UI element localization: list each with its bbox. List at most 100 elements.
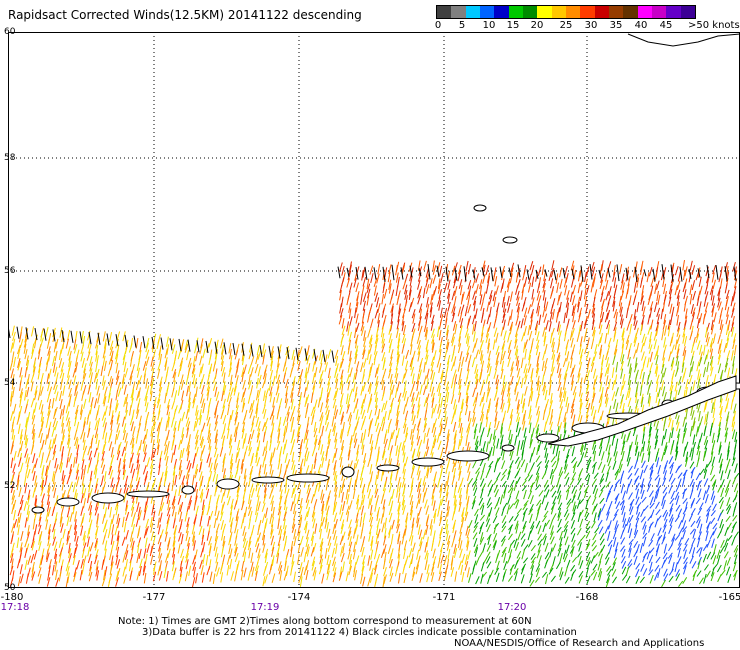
wind-barb: [81, 475, 85, 486]
wind-barb: [487, 488, 492, 497]
wind-barb: [135, 433, 139, 444]
wind-barb: [389, 566, 393, 577]
wind-barb: [40, 477, 44, 488]
wind-barb: [214, 408, 218, 419]
wind-barb: [523, 325, 527, 337]
wind-barb: [593, 512, 597, 523]
wind-barb: [264, 548, 269, 559]
wind-barb: [194, 549, 198, 560]
wind-barb: [75, 438, 79, 449]
wind-barb: [402, 452, 406, 463]
wind-barb: [68, 350, 72, 361]
wind-barb: [313, 486, 318, 497]
wind-barb: [305, 560, 309, 571]
wind-barb: [544, 501, 549, 511]
wind-barb: [516, 508, 522, 515]
wind-barb: [367, 382, 372, 392]
wind-barb: [335, 378, 339, 389]
wind-barb: [563, 520, 569, 528]
wind-barb: [732, 291, 736, 302]
wind-barb: [577, 373, 581, 384]
wind-barb: [131, 516, 135, 528]
wind-barb: [605, 279, 609, 290]
wind-barb: [653, 492, 658, 503]
wind-barb: [522, 270, 526, 281]
wind-barb: [130, 501, 135, 511]
wind-barb: [558, 368, 562, 378]
wind-barb: [397, 392, 402, 403]
wind-barb: [431, 488, 435, 500]
wind-barb: [17, 575, 21, 587]
wind-barb: [719, 319, 723, 330]
wind-barb: [459, 548, 463, 558]
wind-barb: [110, 415, 114, 425]
wind-barb: [681, 513, 686, 523]
wind-barb: [492, 533, 498, 542]
wind-barb: [187, 397, 191, 408]
wind-barb: [16, 415, 21, 425]
wind-barb: [654, 439, 658, 450]
wind-barb: [598, 526, 604, 534]
wind-barb: [222, 536, 226, 547]
wind-barb: [480, 478, 485, 487]
wind-barb: [401, 315, 405, 326]
wind-barb: [444, 444, 448, 455]
wind-barb: [601, 503, 606, 512]
wind-barb: [313, 458, 317, 469]
wind-barb: [495, 374, 499, 385]
wind-barb: [370, 567, 374, 578]
wind-barb: [514, 333, 518, 344]
wind-barb: [59, 409, 63, 420]
wind-barb: [647, 451, 651, 462]
wind-barb: [594, 527, 600, 534]
wind-barb: [325, 398, 329, 409]
wind-barb: [234, 431, 238, 443]
wind-barb: [598, 571, 603, 582]
wind-barb: [556, 352, 561, 362]
wind-barb: [682, 530, 686, 540]
wind-barb: [339, 262, 343, 272]
wind-barb: [458, 417, 462, 428]
wind-barb: [143, 373, 146, 384]
wind-barb: [319, 412, 324, 422]
wind-barb: [466, 441, 470, 452]
edge-barb: [25, 327, 29, 340]
wind-barb: [305, 465, 310, 475]
wind-barb: [683, 565, 687, 575]
wind-barb: [713, 312, 717, 323]
wind-barb: [404, 360, 409, 371]
wind-barb: [355, 451, 359, 462]
wind-barb: [257, 387, 262, 398]
wind-barb: [212, 361, 216, 372]
wind-barb: [241, 422, 246, 433]
wind-barb: [710, 360, 713, 371]
wind-barb: [200, 492, 204, 503]
wind-barb: [433, 513, 437, 524]
wind-barb: [45, 361, 49, 372]
wind-barb: [661, 579, 666, 588]
wind-barb: [209, 571, 213, 582]
wind-barb: [717, 363, 722, 374]
wind-barb: [382, 506, 386, 518]
wind-barb: [668, 514, 674, 523]
wind-barb: [704, 399, 708, 410]
wind-barb: [548, 405, 552, 416]
wind-barb: [226, 392, 231, 403]
wind-barb: [514, 345, 518, 356]
wind-barb: [531, 427, 535, 438]
wind-barb: [556, 354, 561, 365]
wind-barb: [430, 361, 435, 372]
wind-barb: [298, 574, 303, 584]
wind-barb: [11, 523, 15, 533]
wind-barb: [67, 346, 71, 356]
wind-barb: [524, 474, 530, 481]
wind-barb: [640, 264, 643, 275]
wind-barb: [131, 444, 135, 455]
wind-barb: [403, 423, 407, 434]
wind-barb: [255, 403, 259, 414]
wind-barb: [508, 429, 512, 441]
wind-barb: [557, 381, 562, 392]
wind-barb: [410, 366, 415, 377]
wind-barb: [591, 319, 595, 330]
wind-barb: [726, 331, 730, 342]
